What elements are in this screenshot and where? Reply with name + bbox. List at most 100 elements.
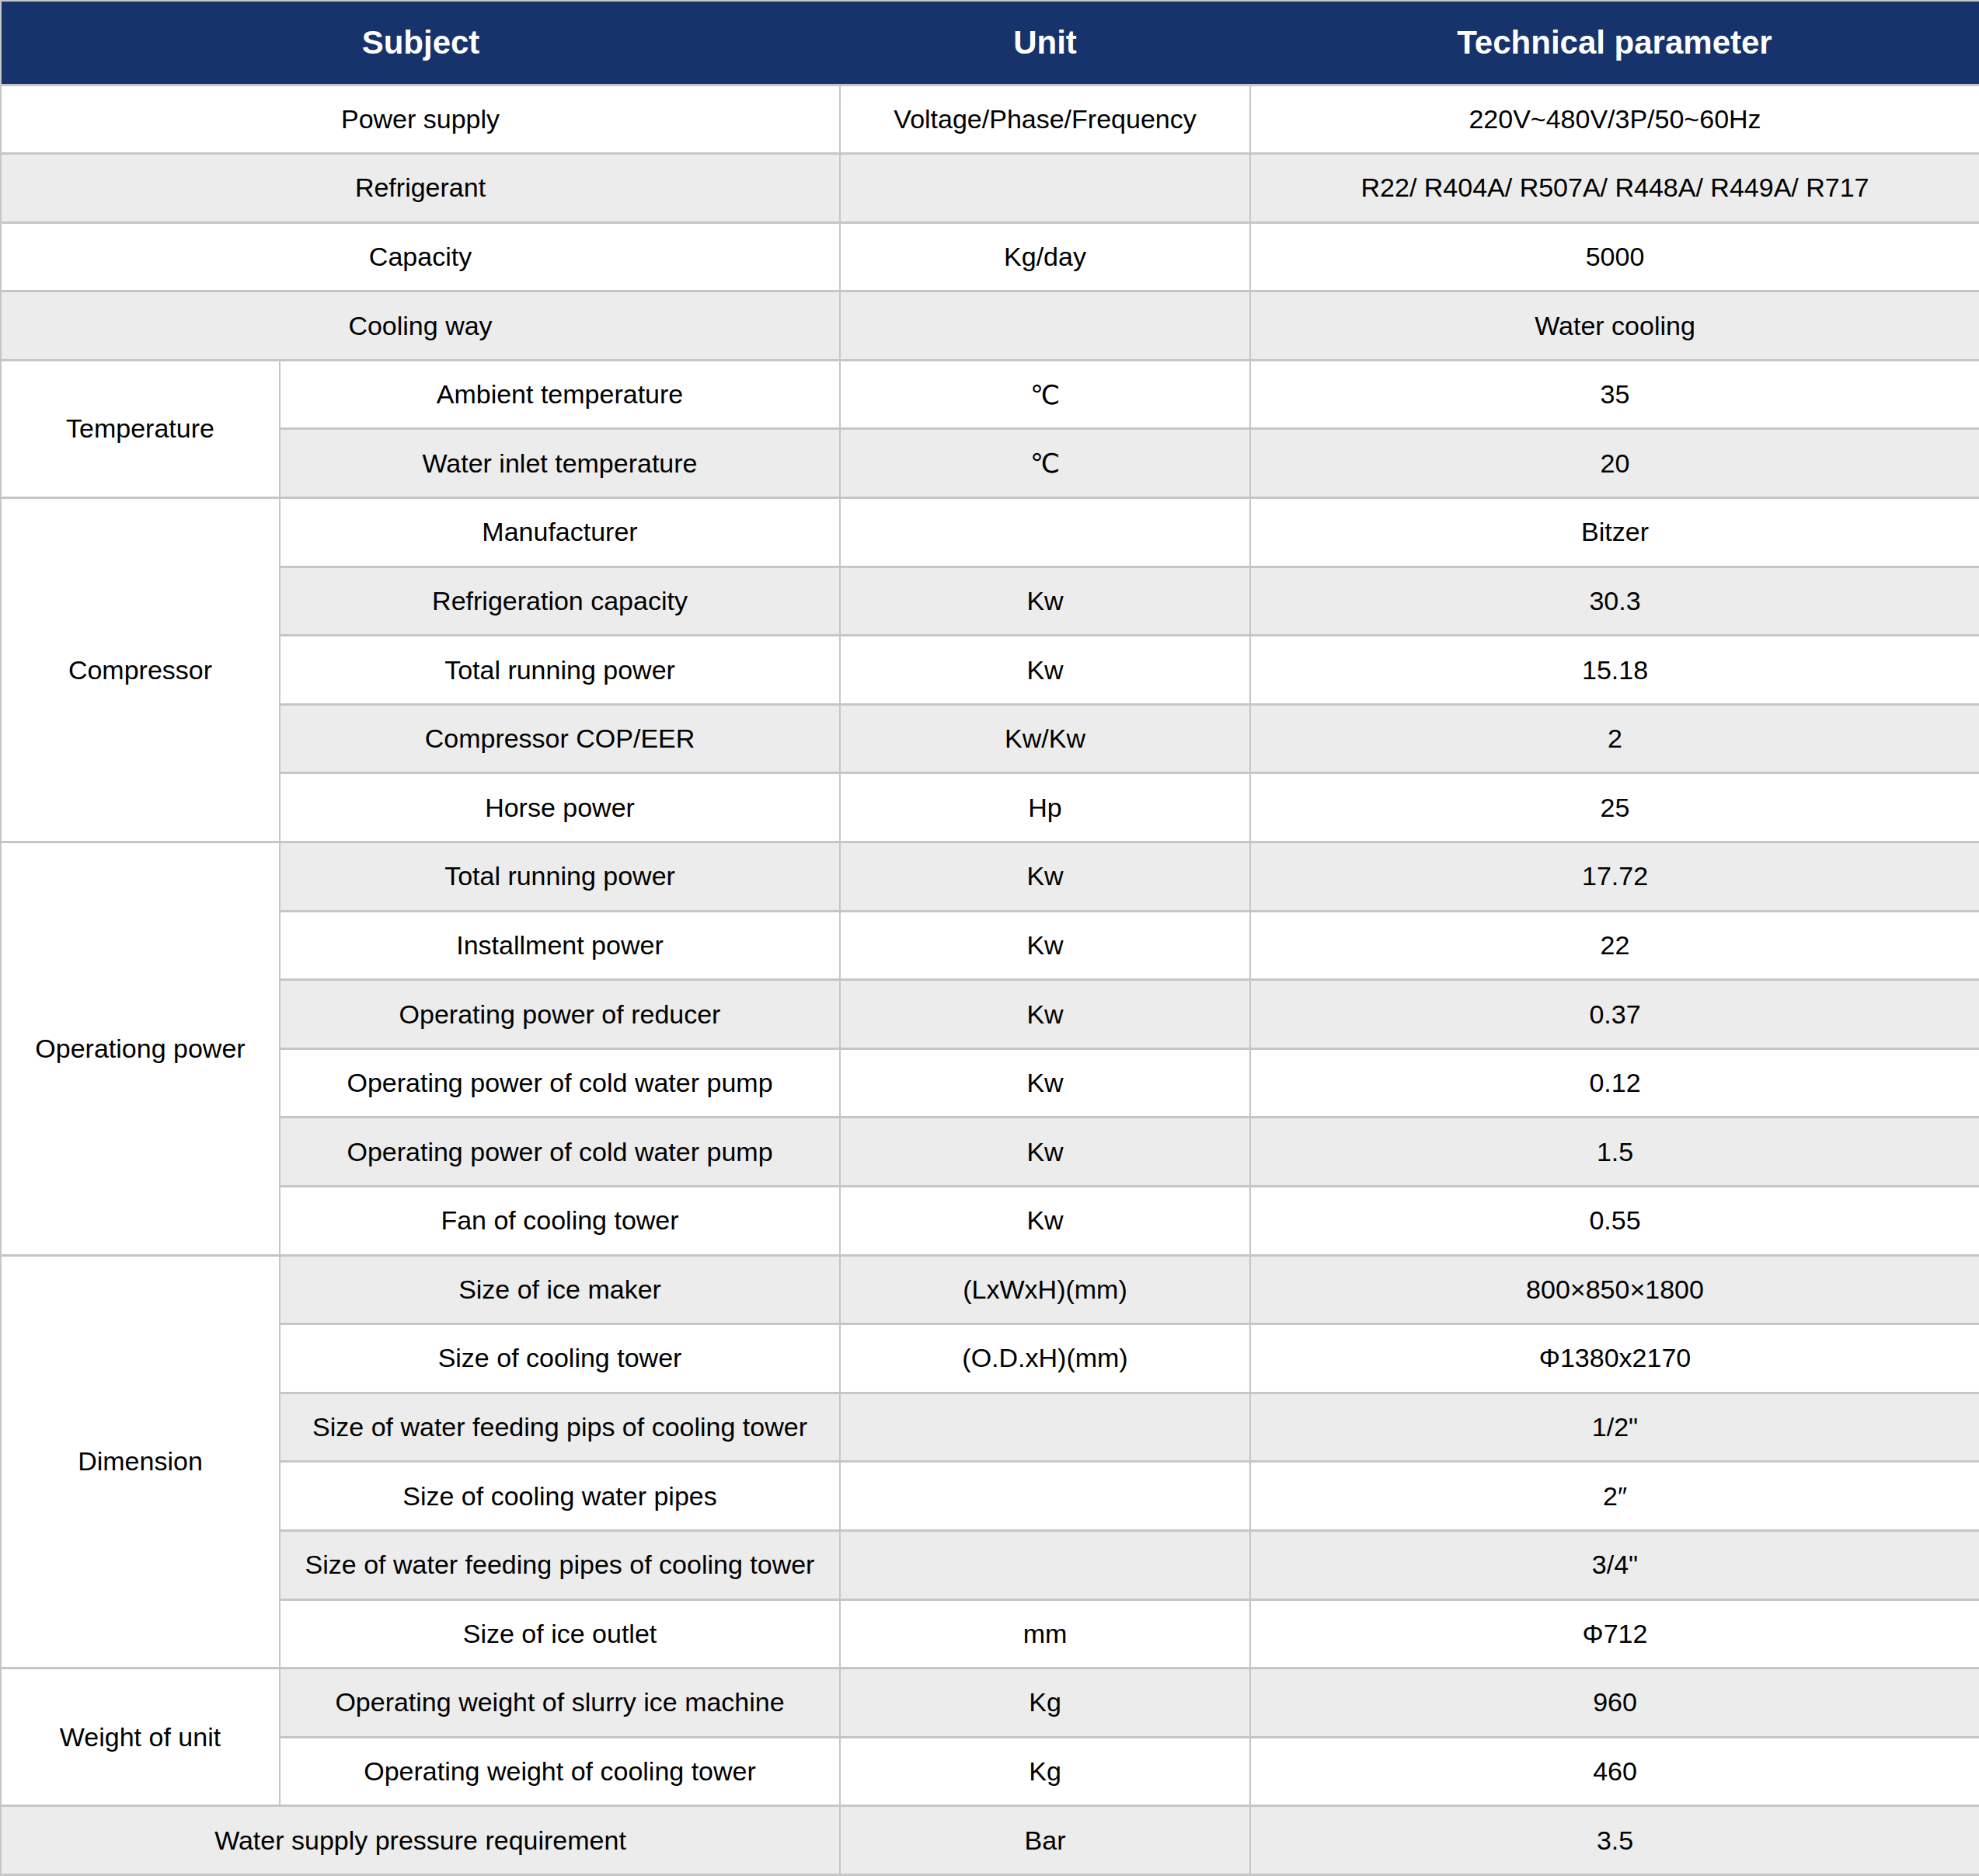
subject-cell: Refrigerant (1, 154, 840, 223)
subject-cell: Capacity (1, 222, 840, 291)
table-row: Installment power Kw 22 (1, 911, 1979, 980)
parameter-cell: 2″ (1250, 1462, 1979, 1531)
subject-cell: Operating power of cold water pump (280, 1048, 840, 1118)
group-cell-dimension: Dimension (1, 1255, 280, 1669)
table-row: Cooling way Water cooling (1, 291, 1979, 361)
subject-cell: Fan of cooling tower (280, 1187, 840, 1256)
unit-cell (840, 1530, 1250, 1599)
subject-cell: Horse power (280, 773, 840, 842)
subject-cell: Manufacturer (280, 498, 840, 567)
subject-cell: Size of water feeding pipes of cooling t… (280, 1530, 840, 1599)
subject-cell: Installment power (280, 911, 840, 980)
column-header-parameter: Technical parameter (1250, 1, 1979, 85)
unit-cell: ℃ (840, 360, 1250, 429)
table-row: Operating power of cold water pump Kw 0.… (1, 1048, 1979, 1118)
parameter-cell: Bitzer (1250, 498, 1979, 567)
parameter-cell: 0.12 (1250, 1048, 1979, 1118)
subject-cell: Size of cooling tower (280, 1324, 840, 1393)
table-row: Refrigeration capacity Kw 30.3 (1, 567, 1979, 636)
table-row: Weight of unit Operating weight of slurr… (1, 1669, 1979, 1738)
parameter-cell: Water cooling (1250, 291, 1979, 361)
table-row: Size of ice outlet mm Φ712 (1, 1599, 1979, 1669)
header-row: Subject Unit Technical parameter (1, 1, 1979, 85)
table-row: Power supply Voltage/Phase/Frequency 220… (1, 85, 1979, 154)
unit-cell (840, 498, 1250, 567)
unit-cell: Kw (840, 636, 1250, 705)
parameter-cell: Φ712 (1250, 1599, 1979, 1669)
group-cell-compressor: Compressor (1, 498, 280, 842)
table-row: Operating power of reducer Kw 0.37 (1, 980, 1979, 1049)
parameter-cell: 3/4" (1250, 1530, 1979, 1599)
subject-cell: Size of ice maker (280, 1255, 840, 1324)
parameter-cell: 960 (1250, 1669, 1979, 1738)
parameter-cell: 20 (1250, 429, 1979, 498)
unit-cell: Hp (840, 773, 1250, 842)
unit-cell (840, 291, 1250, 361)
unit-cell: (LxWxH)(mm) (840, 1255, 1250, 1324)
parameter-cell: 1.5 (1250, 1118, 1979, 1187)
parameter-cell: 17.72 (1250, 842, 1979, 912)
subject-cell: Operating weight of cooling tower (280, 1737, 840, 1806)
unit-cell: Bar (840, 1806, 1250, 1875)
unit-cell (840, 1462, 1250, 1531)
table-row: Compressor COP/EER Kw/Kw 2 (1, 704, 1979, 773)
unit-cell: Kw (840, 1187, 1250, 1256)
subject-cell: Total running power (280, 636, 840, 705)
table-row: Size of cooling water pipes 2″ (1, 1462, 1979, 1531)
unit-cell: ℃ (840, 429, 1250, 498)
parameter-cell: 15.18 (1250, 636, 1979, 705)
table-row: Water inlet temperature ℃ 20 (1, 429, 1979, 498)
unit-cell: Kg/day (840, 222, 1250, 291)
parameter-cell: 25 (1250, 773, 1979, 842)
parameter-cell: Φ1380x2170 (1250, 1324, 1979, 1393)
table-row: Fan of cooling tower Kw 0.55 (1, 1187, 1979, 1256)
subject-cell: Water inlet temperature (280, 429, 840, 498)
column-header-subject: Subject (1, 1, 840, 85)
table-row: Refrigerant R22/ R404A/ R507A/ R448A/ R4… (1, 154, 1979, 223)
subject-cell: Size of cooling water pipes (280, 1462, 840, 1531)
unit-cell (840, 154, 1250, 223)
table-row: Capacity Kg/day 5000 (1, 222, 1979, 291)
unit-cell: Kw (840, 1118, 1250, 1187)
table-row: Compressor Manufacturer Bitzer (1, 498, 1979, 567)
column-header-unit: Unit (840, 1, 1250, 85)
group-cell-temperature: Temperature (1, 360, 280, 497)
unit-cell: Kw (840, 980, 1250, 1049)
unit-cell: (O.D.xH)(mm) (840, 1324, 1250, 1393)
subject-cell: Size of ice outlet (280, 1599, 840, 1669)
unit-cell (840, 1393, 1250, 1462)
table-row: Operationg power Total running power Kw … (1, 842, 1979, 912)
parameter-cell: 35 (1250, 360, 1979, 429)
subject-cell: Operating power of reducer (280, 980, 840, 1049)
unit-cell: Kg (840, 1737, 1250, 1806)
table-row: Water supply pressure requirement Bar 3.… (1, 1806, 1979, 1875)
table-row: Temperature Ambient temperature ℃ 35 (1, 360, 1979, 429)
parameter-cell: 1/2" (1250, 1393, 1979, 1462)
parameter-cell: 30.3 (1250, 567, 1979, 636)
unit-cell: Kw (840, 911, 1250, 980)
parameter-cell: R22/ R404A/ R507A/ R448A/ R449A/ R717 (1250, 154, 1979, 223)
table-row: Horse power Hp 25 (1, 773, 1979, 842)
subject-cell: Ambient temperature (280, 360, 840, 429)
unit-cell: Kg (840, 1669, 1250, 1738)
parameter-cell: 0.37 (1250, 980, 1979, 1049)
unit-cell: Kw/Kw (840, 704, 1250, 773)
unit-cell: Kw (840, 567, 1250, 636)
parameter-cell: 5000 (1250, 222, 1979, 291)
table-row: Operating power of cold water pump Kw 1.… (1, 1118, 1979, 1187)
table-row: Size of cooling tower (O.D.xH)(mm) Φ1380… (1, 1324, 1979, 1393)
parameter-cell: 3.5 (1250, 1806, 1979, 1875)
subject-cell: Power supply (1, 85, 840, 154)
parameter-cell: 0.55 (1250, 1187, 1979, 1256)
group-cell-weight: Weight of unit (1, 1669, 280, 1806)
subject-cell: Compressor COP/EER (280, 704, 840, 773)
parameter-cell: 2 (1250, 704, 1979, 773)
subject-cell: Total running power (280, 842, 840, 912)
unit-cell: Voltage/Phase/Frequency (840, 85, 1250, 154)
subject-cell: Water supply pressure requirement (1, 1806, 840, 1875)
table-row: Dimension Size of ice maker (LxWxH)(mm) … (1, 1255, 1979, 1324)
table-row: Total running power Kw 15.18 (1, 636, 1979, 705)
unit-cell: Kw (840, 1048, 1250, 1118)
unit-cell: Kw (840, 842, 1250, 912)
table-row: Size of water feeding pipes of cooling t… (1, 1530, 1979, 1599)
